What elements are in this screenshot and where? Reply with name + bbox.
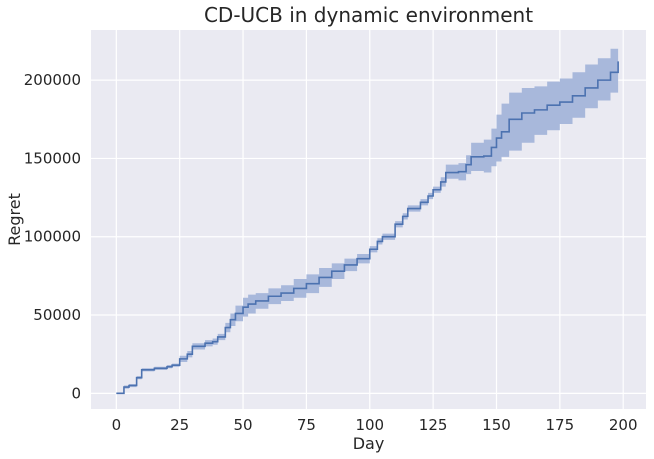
x-tick-label: 0 — [112, 416, 122, 434]
y-tick-label: 200000 — [24, 71, 81, 89]
x-tick-label: 175 — [546, 416, 575, 434]
y-tick-labels: 0 50000 100000 150000 200000 — [24, 71, 81, 402]
y-axis-label: Regret — [5, 193, 24, 246]
y-tick-label: 150000 — [24, 149, 81, 167]
x-tick-label: 25 — [170, 416, 189, 434]
y-tick-label: 100000 — [24, 228, 81, 246]
x-tick-labels: 0 25 50 75 100 125 150 175 200 — [112, 416, 638, 434]
x-axis-label: Day — [353, 434, 385, 453]
chart-title: CD-UCB in dynamic environment — [204, 3, 533, 27]
x-tick-label: 75 — [297, 416, 316, 434]
regret-line — [116, 61, 619, 395]
grid-y — [91, 79, 646, 394]
y-tick-label: 50000 — [33, 306, 81, 324]
y-tick-label: 0 — [71, 384, 81, 402]
x-tick-label: 200 — [609, 416, 638, 434]
x-tick-label: 150 — [482, 416, 511, 434]
x-tick-label: 125 — [419, 416, 448, 434]
x-tick-label: 100 — [355, 416, 384, 434]
x-tick-label: 50 — [234, 416, 253, 434]
